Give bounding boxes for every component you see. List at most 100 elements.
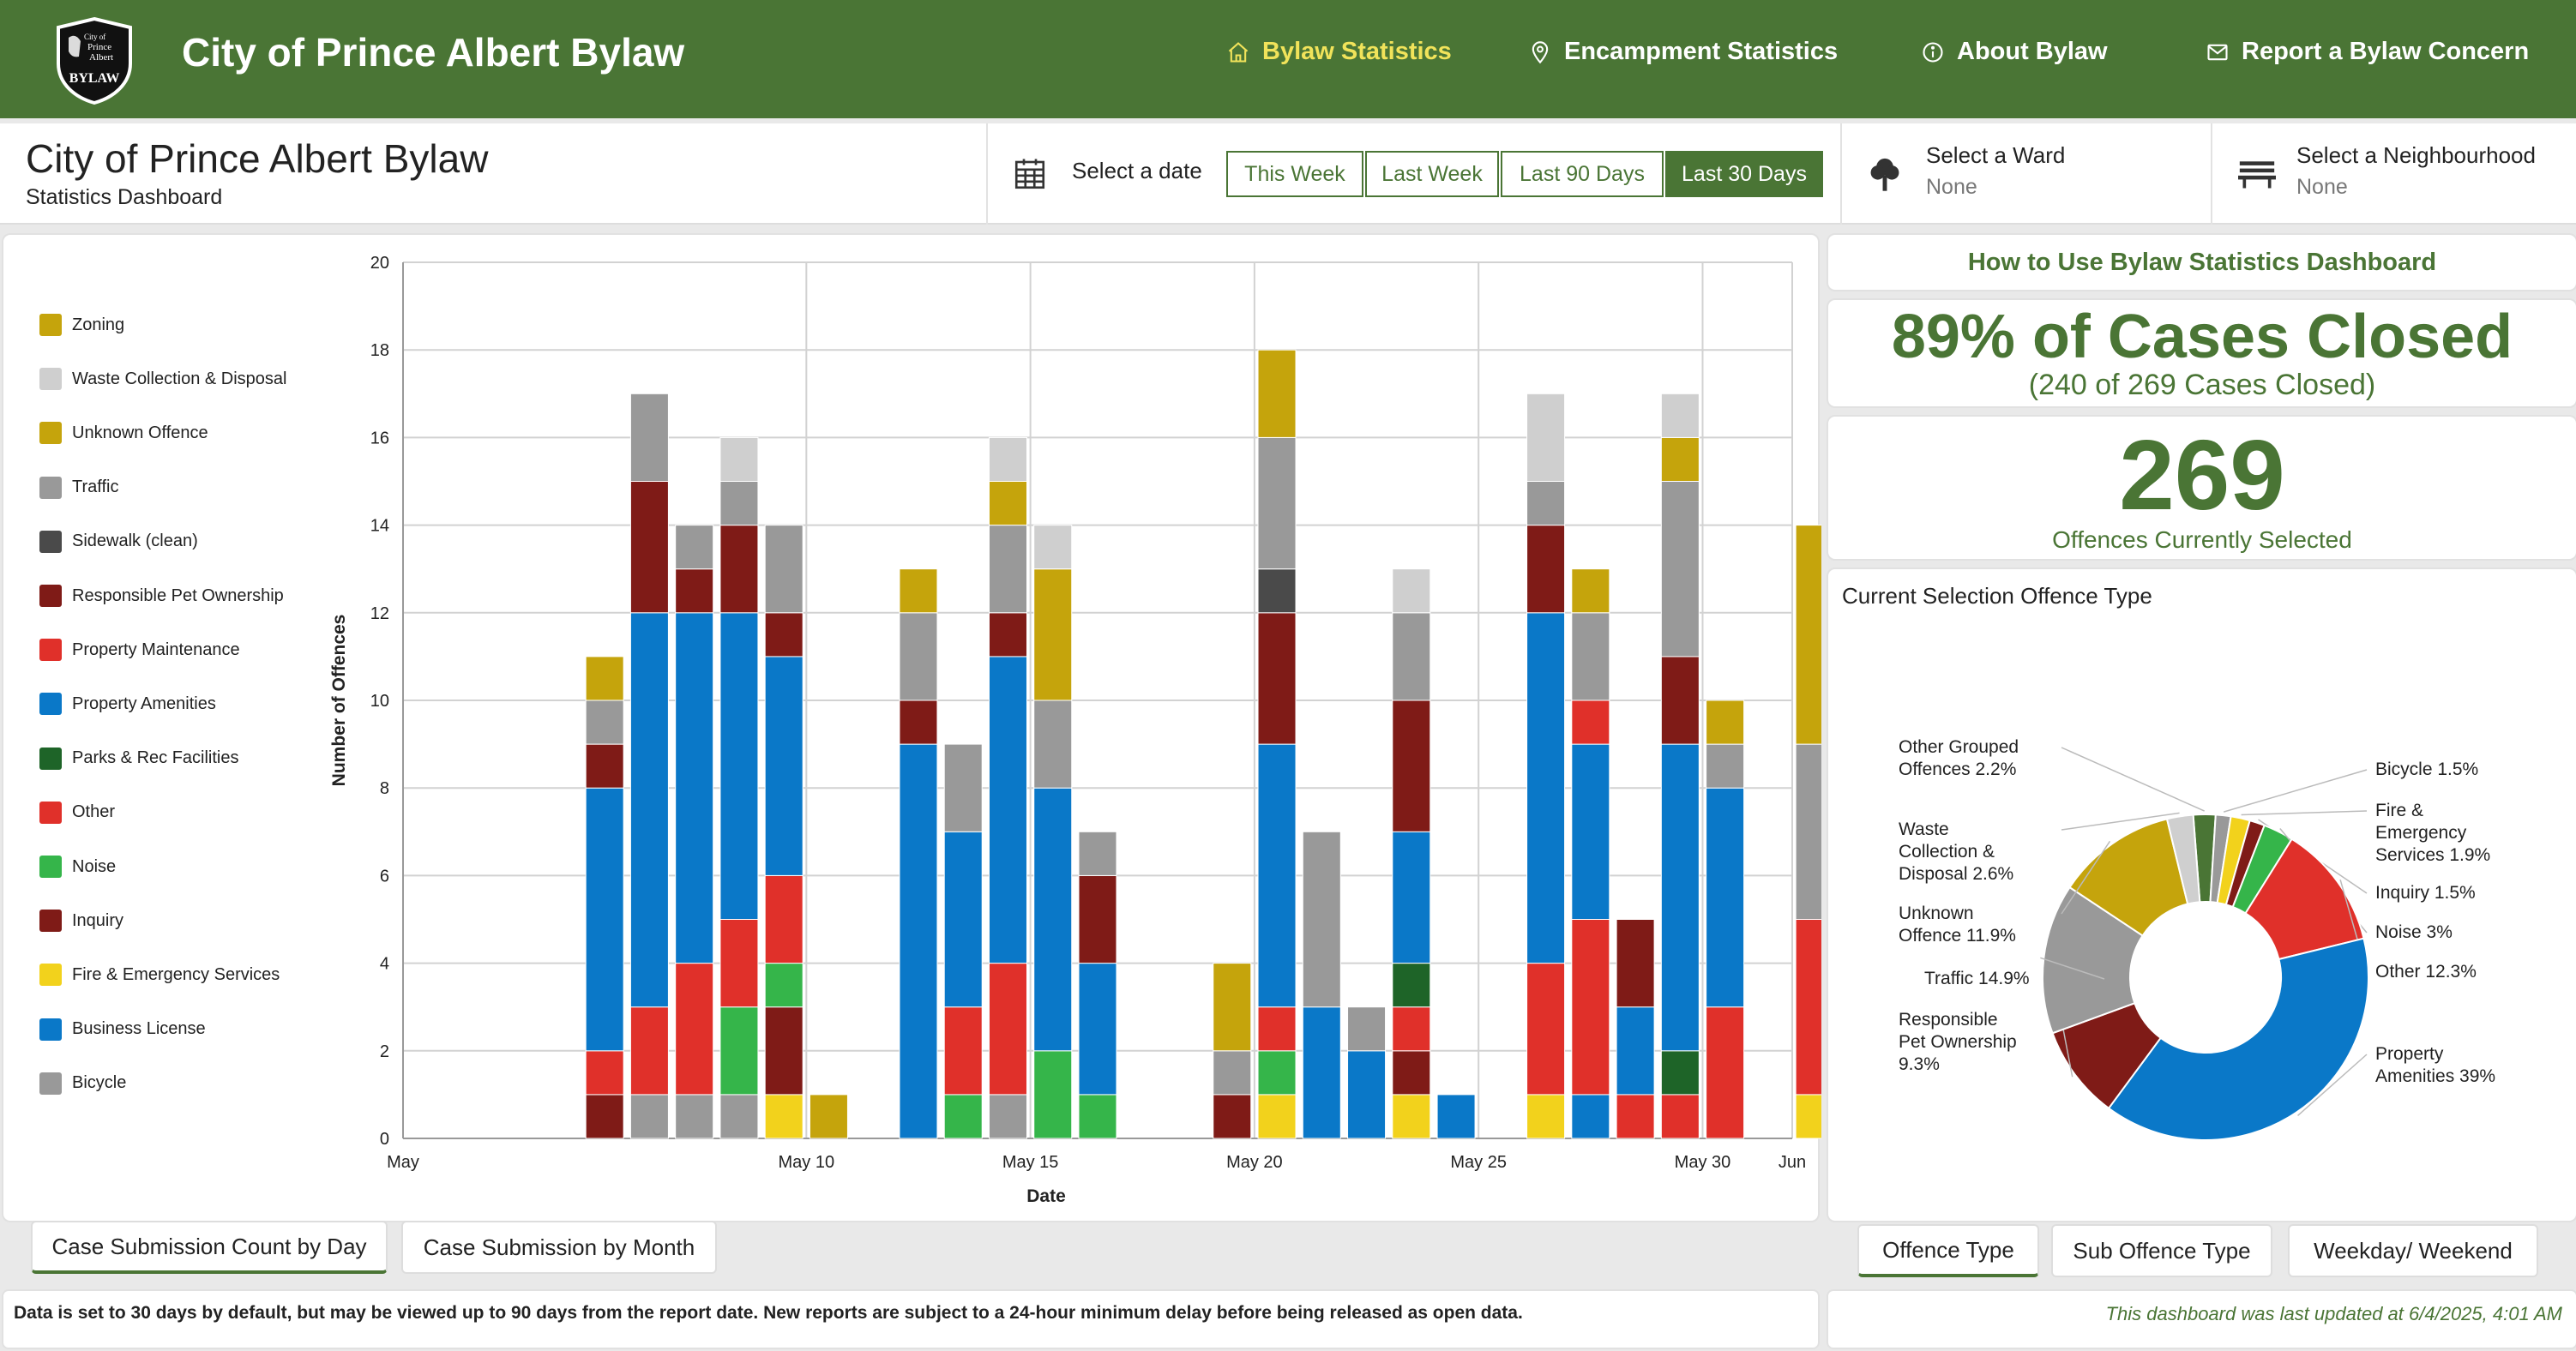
tab-case-submission-by-day[interactable]: Case Submission Count by Day [31, 1221, 388, 1274]
bar-segment[interactable] [1257, 1050, 1297, 1096]
nav-about-bylaw[interactable]: About Bylaw [1921, 38, 2108, 66]
bar-segment[interactable] [1660, 436, 1700, 482]
bar-stack[interactable] [585, 656, 624, 1139]
bar-stack[interactable] [1213, 963, 1252, 1139]
bar-segment[interactable] [1616, 1094, 1655, 1139]
bar-segment[interactable] [1392, 612, 1431, 701]
legend-item[interactable]: Inquiry [39, 908, 123, 934]
bar-stack[interactable] [809, 1094, 848, 1139]
bar-segment[interactable] [1660, 743, 1700, 1052]
bar-segment[interactable] [719, 1094, 759, 1139]
legend-item[interactable]: Waste Collection & Disposal [39, 366, 286, 392]
bar-segment[interactable] [1302, 1006, 1341, 1139]
bar-segment[interactable] [1033, 787, 1073, 1052]
bar-segment[interactable] [988, 436, 1027, 482]
bar-segment[interactable] [585, 1050, 624, 1096]
legend-item[interactable]: Fire & Emergency Services [39, 962, 280, 988]
bar-segment[interactable] [1213, 1094, 1252, 1139]
this-week-button[interactable]: This Week [1226, 151, 1363, 197]
tab-offence-type[interactable]: Offence Type [1857, 1224, 2039, 1277]
bylaw-shield-logo[interactable]: City of Prince Albert BYLAW [53, 15, 135, 105]
bar-segment[interactable] [764, 612, 803, 657]
bar-segment[interactable] [585, 700, 624, 745]
bar-segment[interactable] [1571, 568, 1610, 614]
last-30-days-button[interactable]: Last 30 Days [1665, 151, 1823, 197]
bar-stack[interactable] [629, 393, 669, 1139]
bar-segment[interactable] [1078, 874, 1117, 964]
bar-segment[interactable] [1571, 700, 1610, 745]
legend-item[interactable]: Traffic [39, 475, 118, 501]
bar-segment[interactable] [1302, 831, 1341, 1008]
bar-segment[interactable] [629, 481, 669, 614]
bar-segment[interactable] [719, 525, 759, 614]
bar-segment[interactable] [899, 568, 938, 614]
bar-stack[interactable] [1526, 393, 1566, 1139]
bar-stack[interactable] [1706, 700, 1745, 1139]
bar-segment[interactable] [1033, 525, 1073, 570]
bar-stack[interactable] [1033, 525, 1073, 1139]
bar-segment[interactable] [1795, 525, 1821, 745]
bar-stack[interactable] [1571, 568, 1610, 1139]
bar-segment[interactable] [1526, 963, 1566, 1096]
bar-segment[interactable] [809, 1094, 848, 1139]
bar-segment[interactable] [943, 1094, 983, 1139]
bar-stack[interactable] [675, 525, 714, 1139]
bar-segment[interactable] [1257, 1006, 1297, 1052]
bar-segment[interactable] [1660, 656, 1700, 745]
bar-segment[interactable] [1706, 743, 1745, 789]
bar-segment[interactable] [675, 963, 714, 1096]
bar-segment[interactable] [1392, 700, 1431, 832]
bar-segment[interactable] [1571, 1094, 1610, 1139]
nav-bylaw-statistics[interactable]: Bylaw Statistics [1226, 38, 1452, 66]
bar-segment[interactable] [1571, 919, 1610, 1096]
bar-segment[interactable] [719, 1006, 759, 1096]
bar-segment[interactable] [764, 874, 803, 964]
bar-segment[interactable] [1526, 1094, 1566, 1139]
bar-segment[interactable] [675, 612, 714, 964]
bar-segment[interactable] [1616, 919, 1655, 1008]
legend-item[interactable]: Business License [39, 1017, 206, 1042]
bar-segment[interactable] [1033, 700, 1073, 789]
bar-segment[interactable] [1213, 963, 1252, 1052]
legend-item[interactable]: Sidewalk (clean) [39, 529, 198, 555]
bar-segment[interactable] [1392, 1050, 1431, 1096]
bar-segment[interactable] [1078, 963, 1117, 1096]
legend-item[interactable]: Unknown Offence [39, 420, 208, 446]
bar-stack[interactable] [988, 436, 1027, 1139]
bar-segment[interactable] [1078, 831, 1117, 876]
bar-stack[interactable] [1392, 568, 1431, 1139]
legend-item[interactable]: Zoning [39, 312, 124, 338]
bar-stack[interactable] [1795, 525, 1821, 1139]
bar-segment[interactable] [1392, 568, 1431, 614]
bar-segment[interactable] [585, 1094, 624, 1139]
bar-segment[interactable] [719, 481, 759, 526]
bar-stack[interactable] [1078, 831, 1117, 1139]
bar-segment[interactable] [585, 656, 624, 701]
bar-segment[interactable] [1257, 612, 1297, 745]
bar-stack[interactable] [1347, 1006, 1387, 1139]
bar-segment[interactable] [1392, 831, 1431, 964]
donut-slice[interactable] [2042, 886, 2145, 1035]
bar-segment[interactable] [1392, 963, 1431, 1008]
bar-segment[interactable] [675, 568, 714, 614]
bar-segment[interactable] [1706, 1006, 1745, 1139]
bar-segment[interactable] [1257, 349, 1297, 438]
bar-segment[interactable] [1571, 612, 1610, 701]
bar-segment[interactable] [1392, 1094, 1431, 1139]
bar-segment[interactable] [1795, 919, 1821, 1096]
bar-segment[interactable] [585, 743, 624, 789]
bar-segment[interactable] [988, 481, 1027, 526]
bar-segment[interactable] [764, 963, 803, 1008]
bar-segment[interactable] [1257, 568, 1297, 614]
bar-segment[interactable] [629, 393, 669, 482]
legend-item[interactable]: Responsible Pet Ownership [39, 583, 284, 609]
last-90-days-button[interactable]: Last 90 Days [1501, 151, 1664, 197]
bar-segment[interactable] [1660, 393, 1700, 438]
legend-item[interactable]: Parks & Rec Facilities [39, 746, 239, 772]
bar-segment[interactable] [1616, 1006, 1655, 1096]
bar-segment[interactable] [764, 1094, 803, 1139]
bar-segment[interactable] [1660, 481, 1700, 657]
bar-segment[interactable] [1526, 612, 1566, 964]
bar-segment[interactable] [629, 1094, 669, 1139]
tab-weekday-weekend[interactable]: Weekday/ Weekend [2288, 1224, 2538, 1277]
